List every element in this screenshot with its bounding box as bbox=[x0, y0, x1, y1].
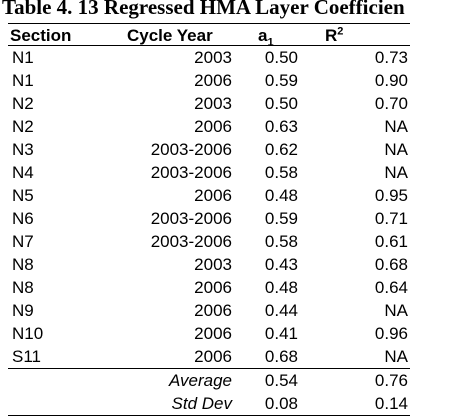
cell-r2: NA bbox=[384, 347, 408, 366]
table-row: N8 2003 0.43 0.68 bbox=[8, 253, 410, 276]
header-r2-superscript: 2 bbox=[337, 25, 344, 38]
cell-r2: NA bbox=[384, 163, 408, 182]
summary-r2: 0.76 bbox=[318, 368, 410, 392]
cell-cycle-year: 2003 bbox=[194, 48, 232, 67]
summary-a1: 0.54 bbox=[234, 368, 318, 392]
cell-section: N2 bbox=[12, 117, 34, 136]
cell-r2: NA bbox=[384, 301, 408, 320]
table-row: N9 2006 0.44 NA bbox=[8, 299, 410, 322]
header-a1-base: a bbox=[258, 26, 268, 45]
table-row: S11 2006 0.68 NA bbox=[8, 345, 410, 369]
cell-r2: 0.64 bbox=[374, 278, 408, 297]
cell-r2: 0.96 bbox=[374, 324, 408, 343]
cell-section: S11 bbox=[12, 347, 41, 366]
header-section: Section bbox=[8, 23, 118, 46]
header-r2-base: R bbox=[325, 26, 338, 45]
header-cycle-year: Cycle Year bbox=[118, 23, 234, 46]
coefficient-table: Section Cycle Year a1 R2 N1 2003 0.50 0.… bbox=[8, 23, 410, 416]
cell-cycle-year: 2003 bbox=[194, 255, 232, 274]
cell-a1: 0.44 bbox=[264, 301, 298, 320]
cell-a1: 0.62 bbox=[264, 140, 298, 159]
cell-r2: 0.71 bbox=[374, 209, 408, 228]
summary-label: Std Dev bbox=[118, 392, 234, 416]
cell-r2: 0.73 bbox=[374, 48, 408, 67]
cell-a1: 0.63 bbox=[264, 117, 298, 136]
cell-section: N8 bbox=[12, 278, 34, 297]
header-a1-subscript: 1 bbox=[267, 36, 274, 49]
table-header-row: Section Cycle Year a1 R2 bbox=[8, 23, 410, 49]
cell-a1: 0.43 bbox=[264, 255, 298, 274]
cell-section: N10 bbox=[12, 324, 44, 343]
cell-cycle-year: 2006 bbox=[194, 117, 232, 136]
cell-a1: 0.41 bbox=[264, 324, 298, 343]
cell-cycle-year: 2006 bbox=[194, 301, 232, 320]
cell-section: N1 bbox=[12, 71, 34, 90]
summary-r2: 0.14 bbox=[318, 392, 410, 416]
cell-r2: NA bbox=[384, 117, 408, 136]
cell-cycle-year: 2003-2006 bbox=[150, 209, 232, 228]
cell-cycle-year: 2003-2006 bbox=[150, 232, 232, 251]
header-a1: a1 bbox=[234, 23, 318, 49]
cell-section: N9 bbox=[12, 301, 34, 320]
cell-r2: 0.90 bbox=[374, 71, 408, 90]
cell-r2: 0.68 bbox=[374, 255, 408, 274]
cell-section: N1 bbox=[12, 48, 34, 67]
cell-a1: 0.50 bbox=[264, 48, 298, 67]
table-row: N6 2003-2006 0.59 0.71 bbox=[8, 207, 410, 230]
cell-section: N6 bbox=[12, 209, 34, 228]
cell-cycle-year: 2006 bbox=[194, 324, 232, 343]
cell-a1: 0.48 bbox=[264, 278, 298, 297]
cell-empty bbox=[8, 368, 118, 392]
header-r2: R2 bbox=[318, 23, 410, 46]
cell-r2: 0.95 bbox=[374, 186, 408, 205]
summary-row-average: Average 0.54 0.76 bbox=[8, 368, 410, 392]
table-row: N1 2006 0.59 0.90 bbox=[8, 69, 410, 92]
cell-a1: 0.50 bbox=[264, 94, 298, 113]
summary-row-std-dev: Std Dev 0.08 0.14 bbox=[8, 392, 410, 416]
table-row: N3 2003-2006 0.62 NA bbox=[8, 138, 410, 161]
cell-section: N7 bbox=[12, 232, 34, 251]
cell-a1: 0.48 bbox=[264, 186, 298, 205]
table-row: N5 2006 0.48 0.95 bbox=[8, 184, 410, 207]
table-row: N1 2003 0.50 0.73 bbox=[8, 46, 410, 70]
cell-a1: 0.68 bbox=[264, 347, 298, 366]
cell-a1: 0.59 bbox=[264, 209, 298, 228]
table-caption: Table 4. 13 Regressed HMA Layer Coeffici… bbox=[2, 0, 405, 19]
table-row: N4 2003-2006 0.58 NA bbox=[8, 161, 410, 184]
table-row: N2 2003 0.50 0.70 bbox=[8, 92, 410, 115]
cell-section: N4 bbox=[12, 163, 34, 182]
table-row: N8 2006 0.48 0.64 bbox=[8, 276, 410, 299]
cell-cycle-year: 2006 bbox=[194, 186, 232, 205]
cell-cycle-year: 2006 bbox=[194, 71, 232, 90]
summary-a1: 0.08 bbox=[234, 392, 318, 416]
cell-a1: 0.59 bbox=[264, 71, 298, 90]
cell-section: N3 bbox=[12, 140, 34, 159]
cell-a1: 0.58 bbox=[264, 163, 298, 182]
cell-r2: 0.70 bbox=[374, 94, 408, 113]
cell-r2: 0.61 bbox=[374, 232, 408, 251]
cell-cycle-year: 2003-2006 bbox=[150, 163, 232, 182]
cell-cycle-year: 2003 bbox=[194, 94, 232, 113]
cell-empty bbox=[8, 392, 118, 416]
cell-cycle-year: 2006 bbox=[194, 278, 232, 297]
table-row: N10 2006 0.41 0.96 bbox=[8, 322, 410, 345]
table-row: N7 2003-2006 0.58 0.61 bbox=[8, 230, 410, 253]
summary-label: Average bbox=[118, 368, 234, 392]
cell-cycle-year: 2006 bbox=[194, 347, 232, 366]
table-row: N2 2006 0.63 NA bbox=[8, 115, 410, 138]
cell-section: N2 bbox=[12, 94, 34, 113]
cell-cycle-year: 2003-2006 bbox=[150, 140, 232, 159]
cell-section: N8 bbox=[12, 255, 34, 274]
cell-a1: 0.58 bbox=[264, 232, 298, 251]
cell-r2: NA bbox=[384, 140, 408, 159]
cell-section: N5 bbox=[12, 186, 34, 205]
